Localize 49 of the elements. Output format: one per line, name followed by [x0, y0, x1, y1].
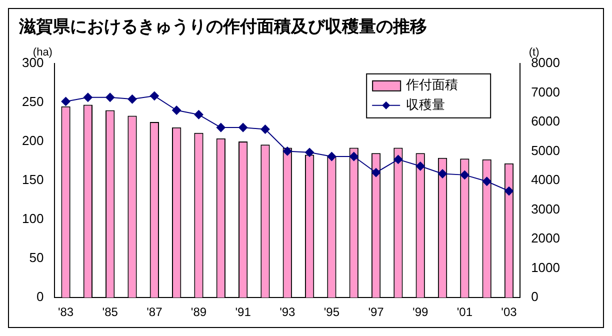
- y-tick-label: 100: [22, 211, 44, 226]
- legend-label: 収穫量: [406, 96, 446, 112]
- legend-label: 作付面積: [405, 76, 458, 92]
- x-tick-label: '85: [102, 305, 118, 320]
- point: [460, 170, 470, 180]
- point: [106, 92, 115, 102]
- point: [238, 123, 248, 132]
- y-tick-label: 50: [29, 250, 44, 266]
- point: [438, 169, 448, 178]
- x-tick-label: '91: [235, 305, 252, 320]
- point: [504, 186, 514, 196]
- point: [216, 123, 226, 132]
- x-tick-label: '03: [501, 305, 518, 320]
- point: [194, 110, 204, 120]
- chart-title: 滋賀県におけるきゅうりの作付面積及び収穫量の推移: [18, 16, 427, 36]
- point: [83, 92, 92, 102]
- y2-tick-label: 0: [531, 289, 538, 304]
- point: [305, 148, 314, 157]
- y2-tick-label: 4000: [531, 172, 560, 188]
- point: [150, 91, 159, 100]
- x-tick-label: '93: [280, 305, 296, 320]
- x-tick-label: '83: [58, 305, 74, 320]
- y2-tick-label: 7000: [531, 84, 560, 100]
- point: [172, 106, 182, 115]
- y2-tick-label: 5000: [531, 142, 560, 158]
- point: [482, 176, 492, 186]
- x-tick-label: '99: [412, 305, 428, 320]
- y2-tick-label: 3000: [531, 201, 560, 216]
- point: [260, 124, 270, 134]
- point: [61, 96, 70, 106]
- y2-tick-label: 2000: [531, 230, 560, 246]
- point: [372, 168, 381, 178]
- point: [394, 154, 403, 164]
- x-tick-label: '95: [324, 305, 340, 320]
- point: [128, 94, 137, 104]
- point: [327, 152, 336, 161]
- y-tick-label: 200: [22, 133, 44, 148]
- y2-tick-label: 1000: [531, 260, 560, 275]
- x-tick-label: '01: [456, 305, 473, 320]
- x-tick-label: '97: [368, 305, 384, 320]
- point: [349, 152, 358, 161]
- x-tick-label: '87: [146, 305, 163, 320]
- y-tick-label: 150: [22, 172, 44, 188]
- point: [416, 162, 425, 171]
- y2-tick-label: 6000: [531, 114, 560, 129]
- y-tick-label: 0: [36, 289, 44, 304]
- x-tick-label: '89: [190, 305, 207, 320]
- point: [282, 146, 292, 156]
- y-tick-label: 250: [22, 94, 44, 110]
